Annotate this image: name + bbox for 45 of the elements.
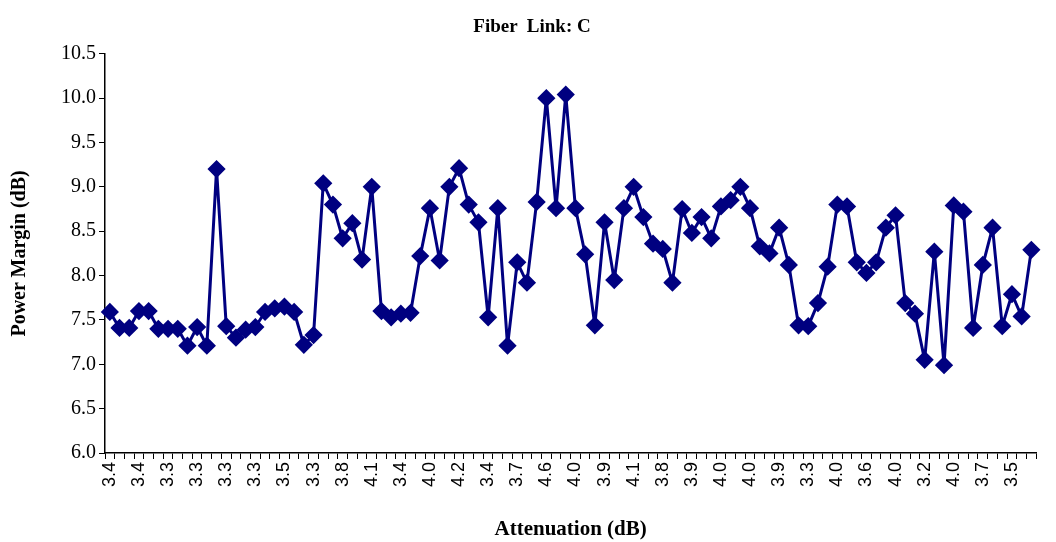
chart-title: Fiber Link: C [473,15,591,37]
x-tick-label: 4.1 [360,462,381,488]
x-tick-label: 3.5 [1000,462,1021,488]
x-tick-label: 3.9 [593,462,614,488]
y-tick-label: 8.0 [71,262,96,285]
x-tick-label: 3.9 [680,462,701,488]
x-tick-label: 3.7 [506,462,527,488]
x-tick-label: 4.0 [826,462,847,488]
x-axis-title: Attenuation (dB) [494,515,647,540]
x-tick-label: 3.6 [855,462,876,488]
y-tick-label: 9.0 [71,174,96,197]
x-tick-label: 3.3 [215,462,236,488]
y-tick-label: 6.5 [71,395,96,418]
y-tick-label: 7.0 [71,351,96,374]
x-tick-label: 3.4 [127,462,148,488]
y-tick-label: 10.5 [61,41,96,64]
x-tick-label: 3.8 [651,462,672,488]
x-tick-label: 3.3 [186,462,207,488]
y-tick-label: 7.5 [71,307,96,330]
x-tick-label: 3.2 [913,462,934,488]
y-tick-label: 9.5 [71,129,96,152]
x-tick-label: 3.3 [244,462,265,488]
x-tick-label: 3.4 [98,462,119,488]
x-tick-label: 4.0 [418,462,439,488]
x-tick-label: 4.6 [535,462,556,488]
x-tick-label: 3.9 [768,462,789,488]
x-tick-label: 3.8 [331,462,352,488]
x-tick-label: 3.7 [971,462,992,488]
x-tick-label: 3.5 [273,462,294,488]
x-tick-label: 3.3 [797,462,818,488]
y-tick-label: 8.5 [71,218,96,241]
x-tick-label: 3.4 [389,462,410,488]
y-tick-label: 6.0 [71,440,96,463]
x-tick-label: 4.1 [622,462,643,488]
x-tick-label: 4.0 [564,462,585,488]
x-tick-label: 4.0 [884,462,905,488]
x-tick-label: 4.0 [942,462,963,488]
y-axis-title: Power Margin (dB) [7,170,31,337]
x-tick-label: 3.3 [157,462,178,488]
x-tick-label: 3.4 [477,462,498,488]
x-tick-label: 3.3 [302,462,323,488]
x-tick-label: 4.2 [448,462,469,488]
x-tick-label: 4.0 [709,462,730,488]
x-tick-label: 4.0 [739,462,760,488]
y-tick-label: 10.0 [61,85,96,108]
